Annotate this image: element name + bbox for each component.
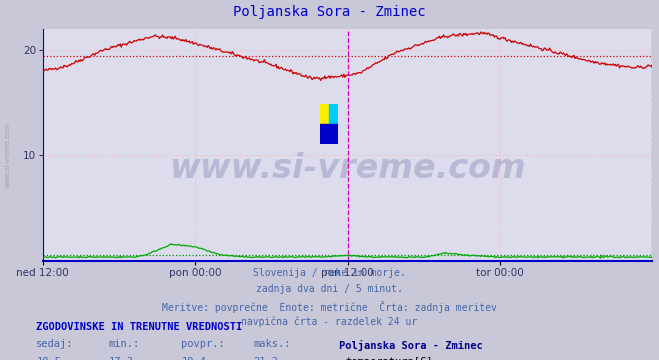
Text: zadnja dva dni / 5 minut.: zadnja dva dni / 5 minut. bbox=[256, 284, 403, 294]
Bar bbox=[320, 124, 338, 144]
Text: Meritve: povprečne  Enote: metrične  Črta: zadnja meritev: Meritve: povprečne Enote: metrične Črta:… bbox=[162, 301, 497, 312]
Text: www.si-vreme.com: www.si-vreme.com bbox=[169, 152, 526, 185]
Text: Poljanska Sora - Zminec: Poljanska Sora - Zminec bbox=[339, 339, 483, 351]
Text: min.:: min.: bbox=[109, 339, 140, 350]
Bar bbox=[320, 104, 329, 124]
Text: 19,4: 19,4 bbox=[181, 357, 206, 360]
Text: sedaj:: sedaj: bbox=[36, 339, 74, 350]
Text: temperatura[C]: temperatura[C] bbox=[345, 357, 433, 360]
Text: ZGODOVINSKE IN TRENUTNE VREDNOSTI: ZGODOVINSKE IN TRENUTNE VREDNOSTI bbox=[36, 322, 243, 332]
Text: www.si-vreme.com: www.si-vreme.com bbox=[5, 122, 11, 188]
Text: Poljanska Sora - Zminec: Poljanska Sora - Zminec bbox=[233, 5, 426, 19]
Text: Slovenija / reke in morje.: Slovenija / reke in morje. bbox=[253, 268, 406, 278]
Text: 21,3: 21,3 bbox=[254, 357, 279, 360]
Text: 17,3: 17,3 bbox=[109, 357, 134, 360]
Text: navpična črta - razdelek 24 ur: navpična črta - razdelek 24 ur bbox=[241, 317, 418, 327]
Bar bbox=[329, 104, 338, 124]
Text: 18,5: 18,5 bbox=[36, 357, 61, 360]
Text: maks.:: maks.: bbox=[254, 339, 291, 350]
Text: povpr.:: povpr.: bbox=[181, 339, 225, 350]
